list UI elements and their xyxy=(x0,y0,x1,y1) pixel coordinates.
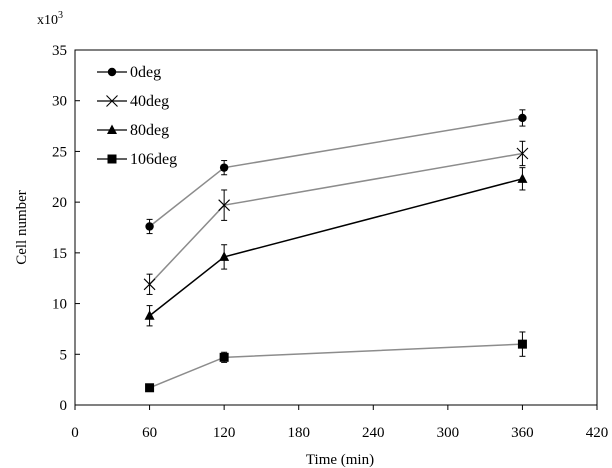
x-marker-stroke xyxy=(106,95,118,107)
series-line xyxy=(149,117,523,228)
x-tick-label: 300 xyxy=(437,425,460,441)
series-line xyxy=(149,152,523,285)
triangle-marker xyxy=(517,173,528,183)
x-marker xyxy=(143,278,156,291)
plot-frame xyxy=(74,49,598,406)
x-marker xyxy=(106,95,118,107)
square-marker xyxy=(517,339,527,349)
series-line xyxy=(149,343,523,389)
y-tick-label: 35 xyxy=(52,43,67,59)
series-106deg xyxy=(145,331,527,393)
legend-item-106deg: 106deg xyxy=(97,151,177,168)
y-tick-label: 25 xyxy=(52,144,67,160)
axes: 0 5 10 15 20 25 30 35 0 60 120 180 240 300 360 420 xyxy=(52,43,608,441)
legend: 0deg 40deg 80deg 106deg xyxy=(97,64,177,168)
y-multiplier-exponent: 3 xyxy=(58,10,63,21)
y-axis-label: Cell number xyxy=(14,190,30,265)
x-marker-stroke xyxy=(516,147,529,160)
y-tick-label: 0 xyxy=(60,398,68,414)
legend-item-40deg: 40deg xyxy=(97,93,169,110)
legend-label: 106deg xyxy=(130,151,177,168)
x-tick-label: 240 xyxy=(362,425,385,441)
x-axis-label: Time (min) xyxy=(306,452,374,468)
plot-area xyxy=(143,109,529,393)
square-marker xyxy=(107,154,117,164)
y-axis-multiplier-label: x103 xyxy=(37,10,63,28)
square-marker xyxy=(219,352,229,362)
y-tick-label: 15 xyxy=(52,246,67,262)
legend-label: 0deg xyxy=(130,64,161,81)
x-tick-label: 360 xyxy=(511,425,534,441)
circle-marker xyxy=(107,67,117,77)
legend-label: 80deg xyxy=(130,122,169,139)
y-multiplier-base: x10 xyxy=(37,13,58,28)
x-marker xyxy=(218,199,231,212)
x-tick-label: 0 xyxy=(71,425,79,441)
legend-item-80deg: 80deg xyxy=(97,122,169,139)
x-marker xyxy=(516,147,529,160)
series-80deg xyxy=(144,167,528,327)
x-tick-label: 60 xyxy=(142,425,157,441)
triangle-marker xyxy=(144,310,155,320)
circle-marker xyxy=(145,222,154,231)
series-0deg xyxy=(145,109,527,235)
x-marker-stroke xyxy=(143,278,156,291)
circle-marker xyxy=(518,113,527,123)
series-40deg xyxy=(143,140,529,295)
x-tick-label: 420 xyxy=(586,425,609,441)
legend-label: 40deg xyxy=(130,93,169,110)
square-marker xyxy=(145,383,155,393)
x-tick-label: 120 xyxy=(213,425,236,441)
y-tick-label: 5 xyxy=(60,347,68,363)
circle-marker xyxy=(219,163,229,172)
series-line xyxy=(149,178,523,317)
x-marker-stroke xyxy=(218,199,231,212)
y-tick-label: 30 xyxy=(52,94,67,110)
triangle-marker xyxy=(219,251,230,261)
x-tick-label: 180 xyxy=(287,425,310,441)
legend-item-0deg: 0deg xyxy=(97,64,161,81)
triangle-marker xyxy=(107,124,117,134)
y-tick-label: 10 xyxy=(52,297,67,313)
y-tick-label: 20 xyxy=(52,195,67,211)
